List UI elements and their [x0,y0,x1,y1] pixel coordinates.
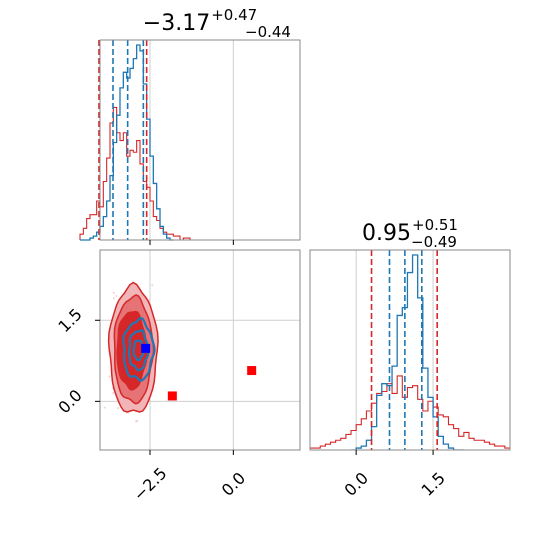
sample-point [148,299,151,302]
param2-title-upper: +0.51 [412,216,458,234]
marginal-panel-param2: 0.0 1.5 0.95+0.51 −0.49 [309,216,511,500]
sample-point [95,329,97,331]
y-tick-label: 1.5 [54,305,85,336]
sample-point [112,291,115,294]
joint-panel: −2.5 0.0 0.0 1.5 [54,249,301,505]
y-tick-label: 0.0 [54,386,85,417]
panel-frame [99,39,301,241]
param2-title-lower: −0.49 [411,233,457,251]
x-tick-label: −2.5 [130,464,171,505]
red-marker [167,391,177,401]
tick-marks: 0.0 1.5 [341,450,449,500]
histogram-red [310,375,510,450]
sample-point [117,407,120,410]
blue-contour [122,316,156,382]
param2-title: 0.95+0.51 −0.49 [362,216,458,251]
panel-frame [99,249,301,451]
sample-point [103,406,106,409]
panel-background [310,250,510,450]
sample-point [115,295,118,298]
panel-frame [309,249,511,451]
joint-density-area [95,281,257,423]
blue-contour [127,329,150,372]
sample-point [112,297,115,300]
sample-point [136,419,139,422]
sample-point [108,375,111,378]
param1-title-upper: +0.47 [211,6,257,24]
param1-title-value: −3.17 [143,11,210,36]
tick-marks [149,240,234,245]
panel-background [100,40,300,240]
marginal-panel-param1: −3.17+0.47 −0.44 [79,6,301,245]
sample-point [151,284,154,287]
param2-title-value: 0.95 [362,221,411,246]
x-tick-label: 0.0 [218,468,249,499]
x-tick-label: 1.5 [417,468,448,499]
param1-title-lower: −0.44 [245,23,291,41]
blue-contour [132,339,145,362]
x-tick-label: 0.0 [341,468,372,499]
blue-marker [141,343,151,353]
histogram-area [310,250,510,450]
param1-title: −3.17+0.47 −0.44 [143,6,291,41]
red-marker [247,366,257,376]
sample-point [112,391,115,394]
